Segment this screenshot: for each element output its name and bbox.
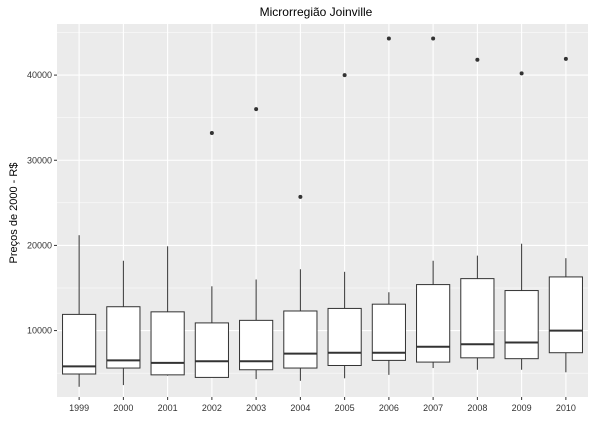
plot-panel xyxy=(57,24,588,397)
x-tick-label: 2003 xyxy=(246,403,266,413)
y-tick-label: 10000 xyxy=(27,326,52,336)
box-2000 xyxy=(106,260,141,386)
box-2009 xyxy=(504,71,539,370)
box-2003 xyxy=(239,107,274,380)
outlier-point xyxy=(519,71,524,76)
box-iqr xyxy=(504,290,539,360)
x-tick-label: 2004 xyxy=(290,403,310,413)
outlier-point xyxy=(298,194,303,199)
x-axis-ticks: 1999 2000 2001 2002 2003 2004 2005 2006 2007 2008… xyxy=(69,397,576,413)
box-2007 xyxy=(416,36,451,369)
outlier-point xyxy=(254,107,259,112)
box-2005 xyxy=(327,73,362,379)
y-axis-title: Preços de 2000 - R$ xyxy=(8,163,20,264)
x-tick-label: 2009 xyxy=(512,403,532,413)
y-tick-label: 40000 xyxy=(27,70,52,80)
box-iqr xyxy=(150,311,185,376)
y-axis-ticks: 10000 20000 30000 40000 xyxy=(27,70,57,336)
outlier-point xyxy=(342,73,347,78)
box-1999 xyxy=(62,235,97,387)
x-tick-label: 1999 xyxy=(69,403,89,413)
x-tick-label: 2000 xyxy=(113,403,133,413)
box-iqr xyxy=(327,307,362,366)
box-iqr xyxy=(416,284,451,363)
box-2004 xyxy=(283,194,318,381)
outlier-point xyxy=(475,57,480,62)
boxes xyxy=(62,36,583,387)
box-iqr xyxy=(283,310,318,369)
box-iqr xyxy=(371,303,406,361)
box-2008 xyxy=(460,57,495,370)
box-2001 xyxy=(150,246,185,376)
box-2002 xyxy=(194,131,229,378)
outlier-point xyxy=(563,56,568,61)
x-tick-label: 2010 xyxy=(556,403,576,413)
chart-title: Microrregião Joinville xyxy=(260,5,373,19)
box-iqr xyxy=(194,322,229,378)
box-iqr xyxy=(106,306,141,369)
box-iqr xyxy=(548,276,583,354)
x-tick-label: 2002 xyxy=(202,403,222,413)
outlier-point xyxy=(209,131,214,136)
y-tick-label: 20000 xyxy=(27,240,52,250)
y-tick-label: 30000 xyxy=(27,155,52,165)
box-2010 xyxy=(548,56,583,373)
x-tick-label: 2007 xyxy=(423,403,443,413)
x-tick-label: 2005 xyxy=(335,403,355,413)
box-iqr xyxy=(460,278,495,359)
x-tick-label: 2008 xyxy=(467,403,487,413)
box-iqr xyxy=(62,313,97,375)
box-2006 xyxy=(371,36,406,375)
box-iqr xyxy=(239,319,274,371)
outlier-point xyxy=(386,36,391,41)
x-tick-label: 2006 xyxy=(379,403,399,413)
x-tick-label: 2001 xyxy=(158,403,178,413)
outlier-point xyxy=(431,36,436,41)
